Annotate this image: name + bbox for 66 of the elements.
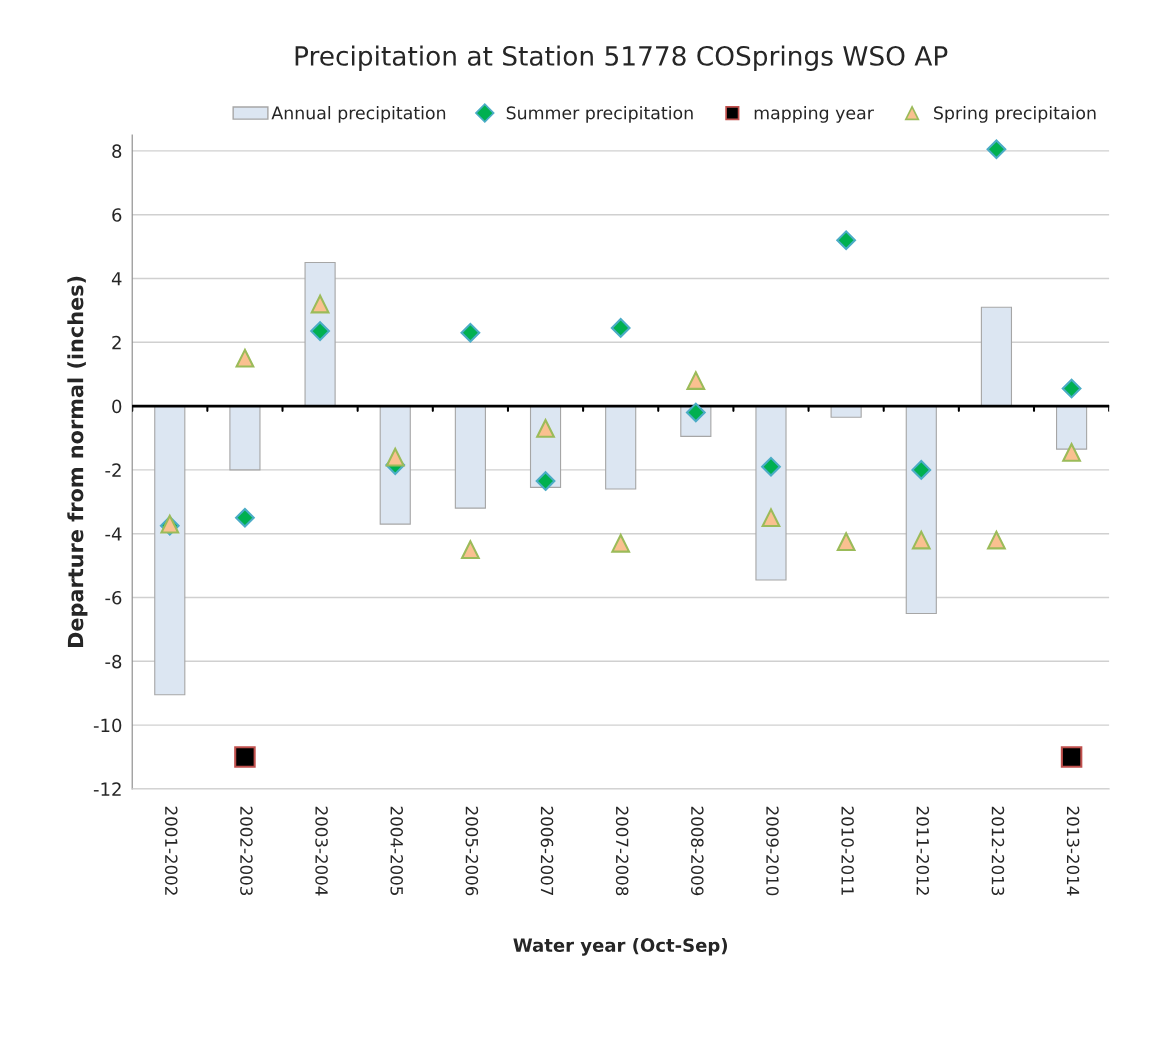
y-tick-label: 6: [112, 208, 122, 222]
point: [1060, 746, 1083, 768]
y-tick-label: -2: [105, 463, 121, 477]
y-tick-label: -10: [93, 718, 122, 733]
x-tick-label: 2013-2014: [1066, 806, 1080, 896]
bar: [605, 405, 637, 490]
point: [536, 419, 555, 438]
point: [836, 230, 857, 251]
point: [1061, 378, 1082, 399]
point: [987, 530, 1006, 550]
point: [235, 348, 255, 368]
point: [761, 508, 781, 528]
bar: [1055, 405, 1088, 450]
x-tick-label: 2010-2011: [841, 806, 854, 895]
x-tick-label: 2004-2005: [390, 806, 404, 895]
y-tick-label: 4: [111, 272, 122, 286]
bar: [980, 306, 1013, 407]
y-tick-label: -12: [93, 782, 121, 796]
bar: [304, 261, 336, 407]
point: [310, 294, 330, 314]
point: [611, 533, 631, 553]
point: [986, 139, 1007, 160]
y-tick-label: -4: [105, 527, 122, 541]
x-tick-label: 2012-2013: [991, 806, 1005, 896]
x-tick-label: 2002-2003: [240, 806, 253, 896]
y-tick-label: 2: [112, 335, 121, 350]
legend-label: Spring precipitaion: [934, 105, 1096, 123]
x-tick-label: 2007-2008: [615, 806, 629, 896]
legend-label: Annual precipitation: [271, 105, 446, 123]
bar: [755, 405, 787, 581]
point: [310, 321, 330, 341]
y-tick-label: -6: [105, 590, 122, 605]
y-tick-label: 0: [112, 399, 122, 414]
y-tick-label: -8: [105, 654, 122, 669]
point: [911, 530, 931, 550]
x-tick-label: 2011-2012: [916, 806, 930, 895]
point: [686, 371, 706, 390]
point: [535, 471, 556, 491]
bar: [905, 405, 937, 614]
x-tick-label: 2005-2006: [465, 806, 479, 896]
point: [235, 507, 255, 528]
x-tick-label: 2008-2009: [691, 806, 704, 896]
x-tick-label: 2009-2010: [766, 806, 779, 896]
x-tick-label: 2001-2002: [164, 806, 178, 895]
legend-label: Summer precipitation: [506, 105, 693, 123]
legend-label: mapping year: [754, 105, 874, 123]
chart-title: Precipitation at Station 51778 COSprings WSO AP: [295, 45, 948, 71]
y-tick-label: 8: [112, 144, 122, 159]
x-axis-title: Water year (Oct-Sep): [513, 938, 728, 956]
bar: [154, 405, 186, 696]
bar: [830, 405, 862, 418]
point: [610, 318, 631, 338]
bar: [454, 405, 486, 509]
point: [761, 456, 781, 477]
bar: [229, 405, 261, 471]
point: [911, 460, 932, 480]
point: [461, 540, 480, 560]
point: [385, 447, 405, 467]
point: [836, 532, 856, 552]
bar: [379, 405, 411, 525]
y-axis-title: Departure from normal (inches): [67, 276, 88, 648]
point: [1062, 442, 1081, 462]
x-tick-label: 2003-2004: [315, 806, 328, 896]
point: [460, 322, 481, 343]
x-tick-label: 2006-2007: [540, 806, 554, 895]
point: [234, 746, 256, 768]
